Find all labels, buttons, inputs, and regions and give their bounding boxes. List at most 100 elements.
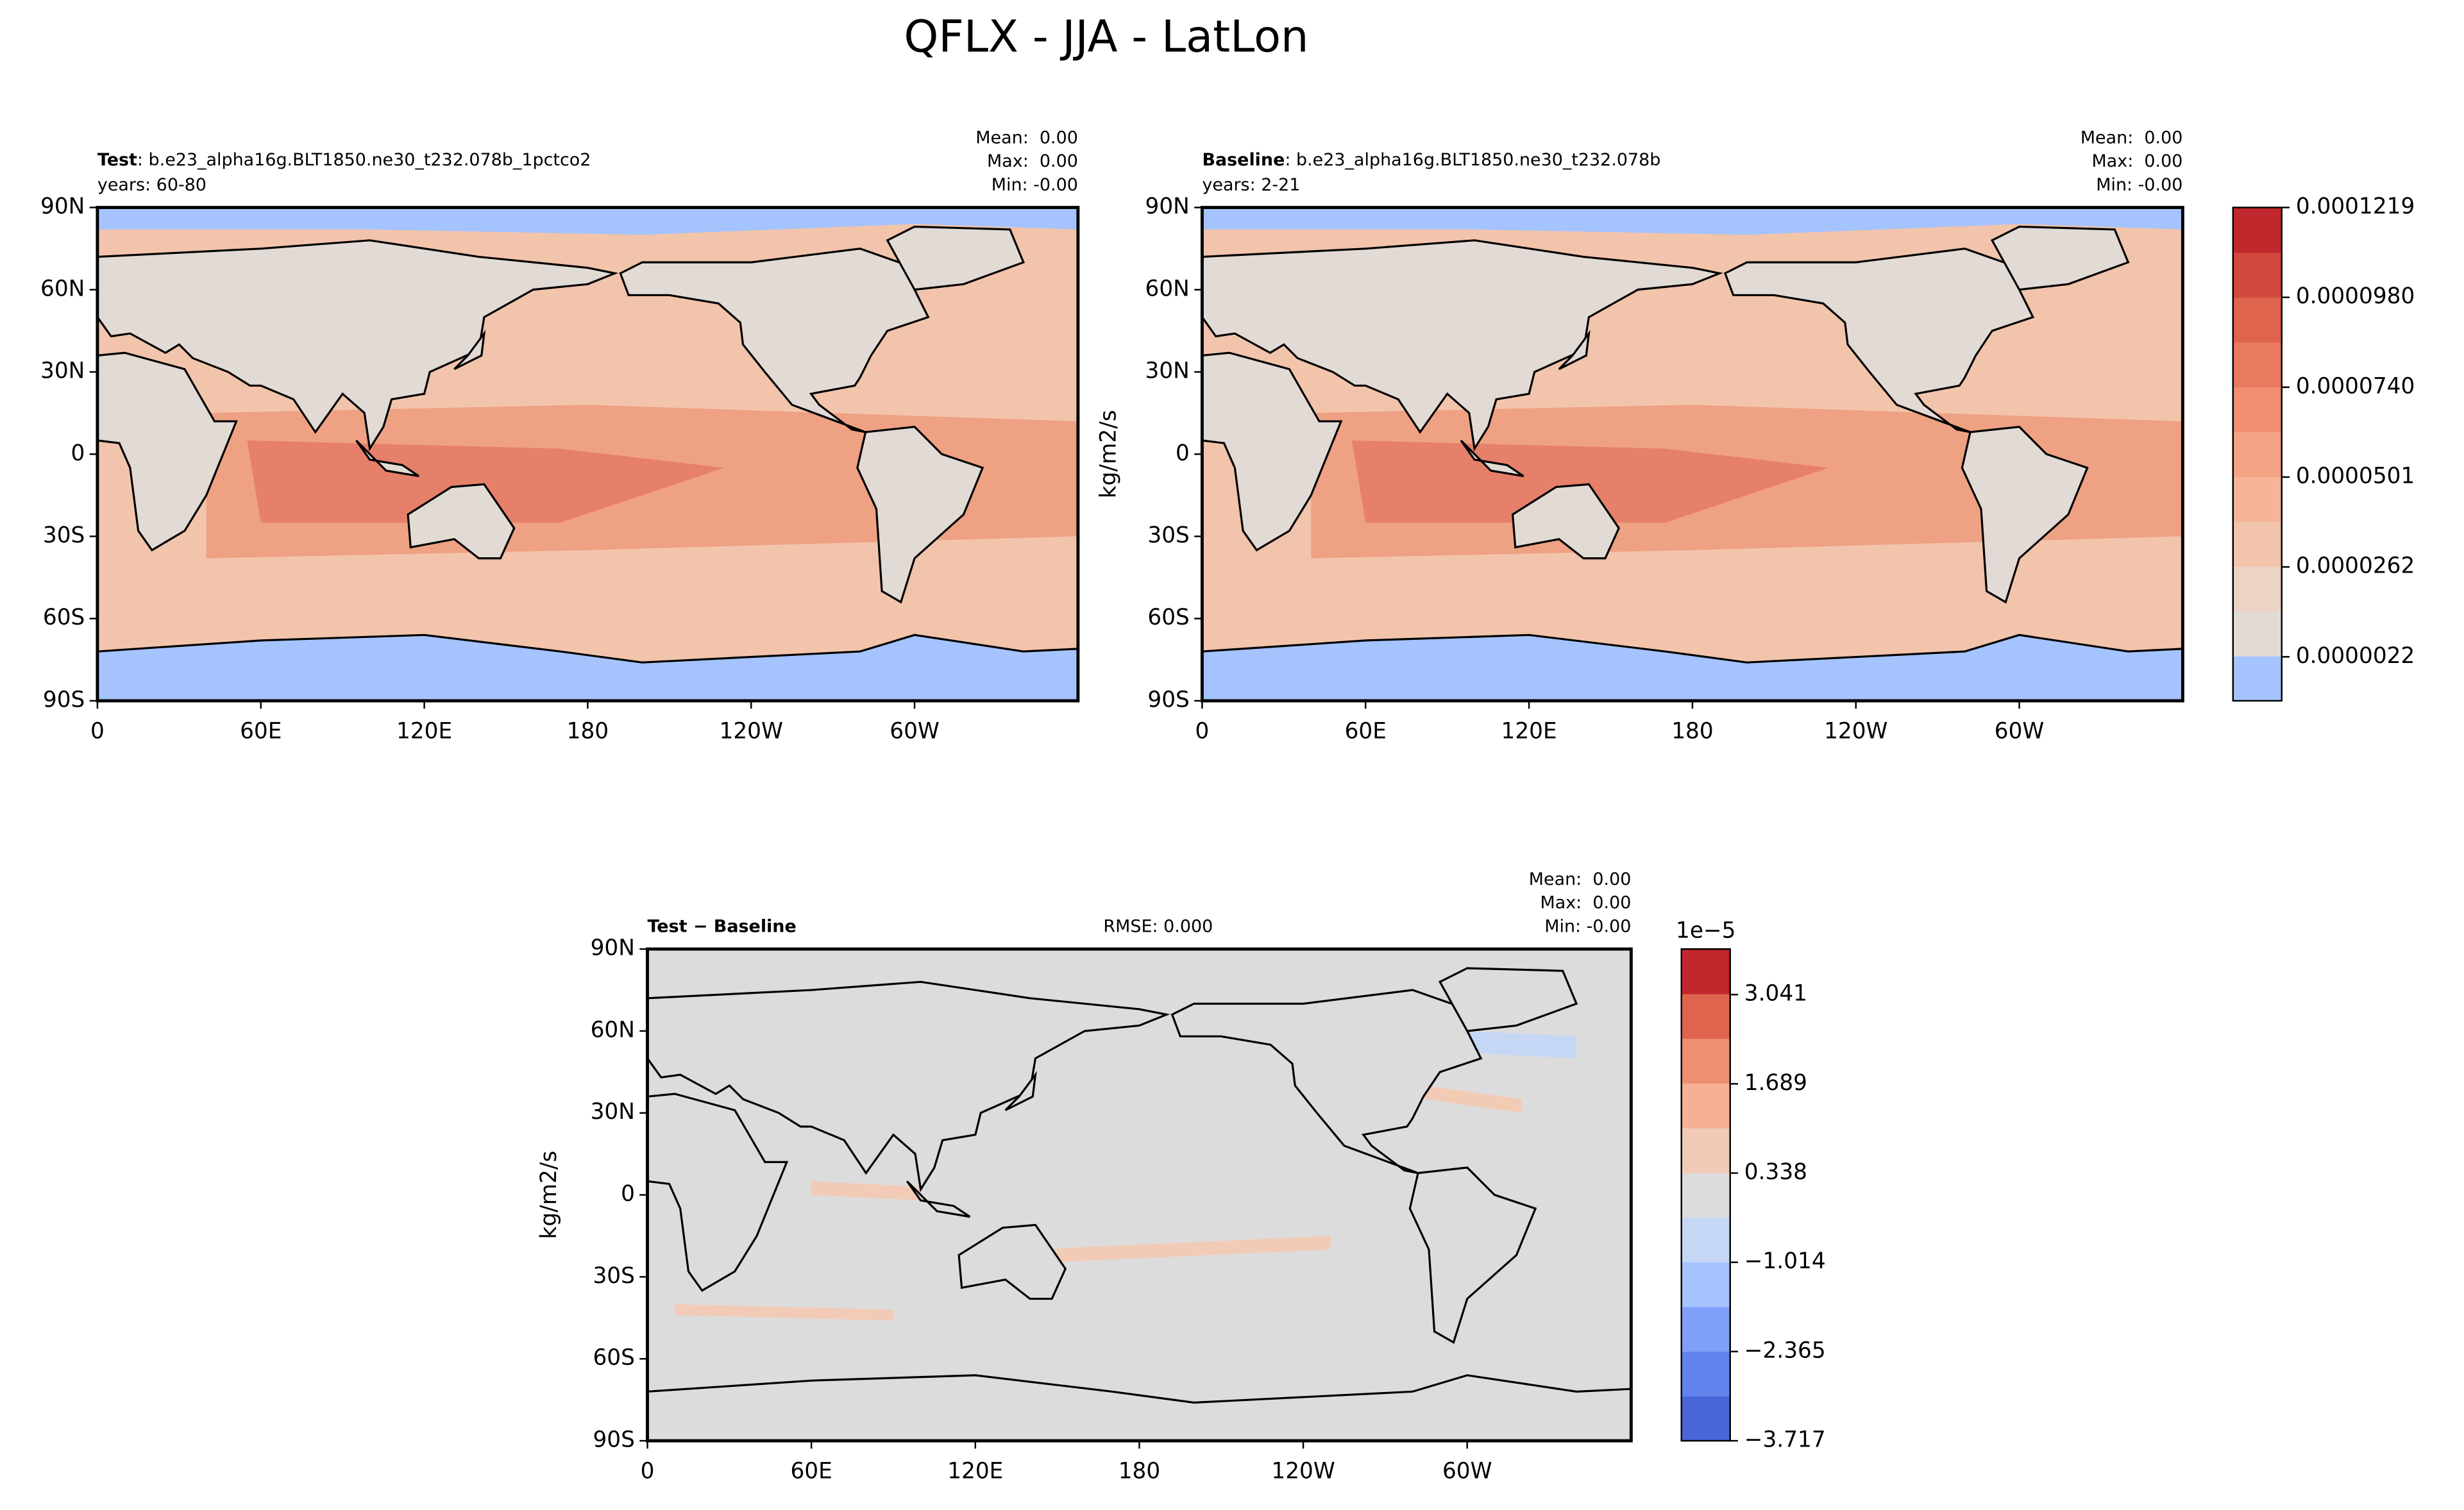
map-field xyxy=(1202,207,2183,701)
figure-title: QFLX - JJA - LatLon xyxy=(904,11,1308,62)
stat: Mean: 0.00 xyxy=(975,128,1078,147)
colorbar-tick-label: 0.338 xyxy=(1744,1159,1807,1185)
map-field xyxy=(97,207,1078,701)
land xyxy=(1170,989,1483,1175)
lat-tick-label: 90S xyxy=(593,1427,634,1453)
colorbar-tick-label: −1.014 xyxy=(1744,1248,1826,1274)
land xyxy=(1723,247,2035,433)
stat: Max: 0.00 xyxy=(1540,893,1631,913)
lon-tick-label: 60E xyxy=(1345,718,1387,744)
lon-tick-label: 180 xyxy=(1118,1459,1160,1484)
stat: Max: 0.00 xyxy=(987,151,1078,171)
anomaly xyxy=(1029,1236,1331,1264)
land xyxy=(647,1093,789,1292)
lat-tick-label: 90N xyxy=(591,935,635,961)
colorbar-segment xyxy=(1681,949,1730,994)
stat: Min: -0.00 xyxy=(1544,916,1631,936)
colorbar-tick-label: 0.0000980 xyxy=(2296,283,2415,309)
lat-tick-label: 60N xyxy=(40,276,85,301)
colorbar-segment xyxy=(2232,342,2282,388)
lon-tick-label: 180 xyxy=(567,718,609,744)
lat-tick-label: 90S xyxy=(43,687,85,712)
land xyxy=(355,439,419,478)
colorbar-segment xyxy=(2232,387,2282,433)
lon-tick-label: 120W xyxy=(720,718,783,744)
colorbar-segment xyxy=(1681,1396,1730,1441)
colorbar-segment xyxy=(1681,1172,1730,1218)
colorbar-tick-label: 1.689 xyxy=(1744,1070,1807,1096)
land xyxy=(407,483,516,560)
colorbar-tick-label: 0.0000262 xyxy=(2296,553,2415,579)
colorbar-segment xyxy=(2232,611,2282,657)
panel-name: Test xyxy=(97,150,137,170)
colorbar-segment xyxy=(2232,566,2282,612)
lat-tick-label: 30S xyxy=(1147,523,1189,548)
anomaly xyxy=(1467,1031,1577,1059)
anomaly xyxy=(675,1304,893,1321)
lon-tick-label: 0 xyxy=(90,718,105,744)
lon-tick-label: 60E xyxy=(790,1459,832,1484)
colorbar-tick-label: 3.041 xyxy=(1744,981,1807,1007)
colorbar-segment xyxy=(2232,476,2282,522)
lon-tick-label: 120W xyxy=(1271,1459,1335,1484)
land xyxy=(886,225,1025,291)
land xyxy=(1558,330,1591,371)
land xyxy=(97,239,619,452)
land xyxy=(1438,967,1578,1032)
land xyxy=(1460,439,1524,478)
land xyxy=(958,1223,1067,1300)
lat-tick-label: 90N xyxy=(40,194,85,219)
lat-tick-label: 90N xyxy=(1145,194,1190,219)
lon-tick-label: 120W xyxy=(1824,718,1887,744)
lat-tick-label: 60S xyxy=(43,605,85,630)
land xyxy=(906,1180,971,1218)
stat: Max: 0.00 xyxy=(2092,151,2183,171)
colorbar-tick-label: −3.717 xyxy=(1744,1427,1826,1453)
lon-tick-label: 60E xyxy=(240,718,282,744)
colorbar-offset: 1e−5 xyxy=(1676,918,1735,944)
lat-tick-label: 60N xyxy=(1145,276,1190,301)
antarctica xyxy=(1202,633,2183,701)
colorbar-segment xyxy=(1681,993,1730,1039)
colorbar-tick-label: −2.365 xyxy=(1744,1338,1826,1363)
stat: Min: -0.00 xyxy=(2096,175,2182,195)
lat-tick-label: 60S xyxy=(593,1345,634,1371)
lat-tick-label: 60S xyxy=(1147,605,1189,630)
lon-tick-label: 0 xyxy=(1195,718,1210,744)
lat-tick-label: 30N xyxy=(591,1099,635,1125)
colorbar-frame xyxy=(1680,948,1731,1442)
lon-tick-label: 60W xyxy=(1995,718,2045,744)
colorbar-tick-label: 0.0000501 xyxy=(2296,464,2415,489)
lat-tick-label: 30S xyxy=(593,1263,634,1289)
panel-years: years: 60-80 xyxy=(97,175,207,195)
lat-tick-label: 0 xyxy=(621,1181,635,1207)
antarctica xyxy=(647,1374,1632,1441)
colorbar-segment xyxy=(1681,1351,1730,1397)
lon-tick-label: 120E xyxy=(396,718,452,744)
colorbar-frame xyxy=(2232,206,2283,702)
panel-label: Test: b.e23_alpha16g.BLT1850.ne30_t232.0… xyxy=(97,150,591,170)
lat-tick-label: 60N xyxy=(591,1017,635,1043)
land xyxy=(453,330,486,371)
land xyxy=(1511,483,1621,560)
lat-tick-label: 0 xyxy=(71,440,85,466)
colorbar-segment xyxy=(2232,432,2282,477)
lon-tick-label: 60W xyxy=(890,718,940,744)
land xyxy=(1202,239,1723,452)
land xyxy=(97,351,238,552)
colorbar-segment xyxy=(1681,1127,1730,1173)
colorbar-segment xyxy=(1681,1262,1730,1307)
colorbar-tick-label: 0.0000022 xyxy=(2296,643,2415,669)
lon-tick-label: 120E xyxy=(1501,718,1557,744)
land xyxy=(1990,225,2130,291)
colorbar-segment xyxy=(2232,252,2282,298)
anomaly xyxy=(811,1181,921,1201)
panel-label: Baseline: b.e23_alpha16g.BLT1850.ne30_t2… xyxy=(1202,150,1660,170)
land xyxy=(856,425,984,604)
lon-tick-label: 120E xyxy=(947,1459,1003,1484)
arctic xyxy=(1202,207,2183,235)
colorbar-segment xyxy=(1681,1217,1730,1263)
lon-tick-label: 60W xyxy=(1442,1459,1492,1484)
y-axis-label: kg/m2/s xyxy=(1095,410,1121,498)
